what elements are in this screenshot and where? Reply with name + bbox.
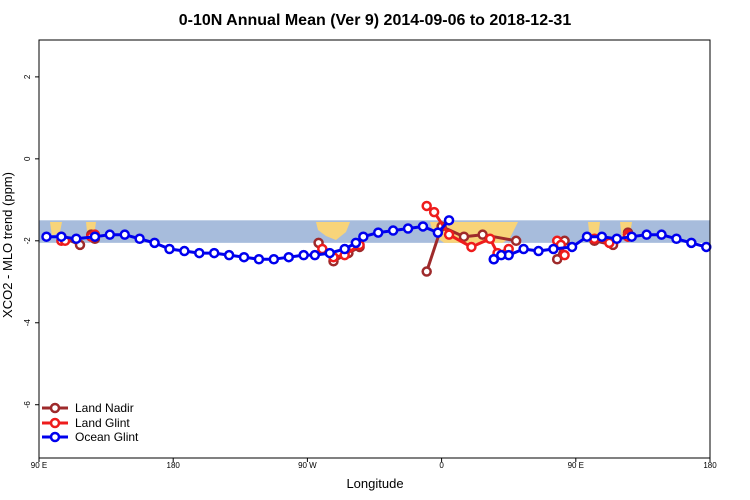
data-point-ocean-glint (89, 231, 101, 242)
data-point-land-nadir (551, 253, 563, 265)
data-point-ocean-glint (350, 237, 362, 249)
data-point-ocean-glint (432, 227, 444, 238)
legend-marker-land-glint (49, 417, 61, 429)
data-point-ocean-glint (238, 251, 250, 263)
data-point-ocean-glint (548, 243, 559, 255)
data-point-ocean-glint (387, 225, 399, 236)
y-axis-label: XCO2 - MLO trend (ppm) (0, 172, 15, 318)
data-point-land-nadir (477, 229, 488, 240)
data-point-ocean-glint (134, 233, 145, 245)
data-point-land-glint (559, 249, 570, 261)
data-point-ocean-glint (309, 249, 321, 261)
data-point-ocean-glint (372, 227, 384, 238)
data-point-ocean-glint (119, 229, 130, 240)
x-tick-label: 180 (167, 461, 181, 470)
data-point-ocean-glint (358, 231, 369, 242)
data-point-land-glint (421, 200, 432, 212)
plot-frame (38, 39, 711, 459)
data-point-ocean-glint (298, 249, 309, 261)
data-point-land-nadir (510, 235, 522, 247)
data-point-ocean-glint (339, 243, 350, 255)
legend-marker-land-nadir (49, 402, 61, 414)
legend-label-ocean-glint: Ocean Glint (75, 430, 139, 444)
data-point-ocean-glint (443, 215, 455, 226)
legend: Land Nadir Land Glint Ocean Glint (42, 401, 139, 444)
data-point-ocean-glint (149, 237, 160, 249)
data-point-ocean-glint (686, 237, 697, 249)
data-point-ocean-glint (208, 247, 220, 259)
data-point-land-glint (466, 241, 477, 253)
series-ocean-glint (41, 215, 712, 265)
data-point-ocean-glint (56, 231, 67, 242)
data-point-land-nadir (421, 266, 432, 277)
data-point-ocean-glint (223, 249, 235, 261)
data-point-ocean-glint (402, 223, 414, 234)
data-point-land-nadir (458, 231, 470, 242)
y-tick-label: 2 (23, 74, 32, 79)
legend-label-land-glint: Land Glint (75, 416, 130, 430)
data-point-ocean-glint (164, 243, 175, 255)
legend-item-ocean-glint: Ocean Glint (42, 430, 139, 444)
chart-title: 0-10N Annual Mean (Ver 9) 2014-09-06 to … (179, 12, 572, 29)
data-point-ocean-glint (581, 231, 593, 242)
x-tick-label: 180 (703, 461, 717, 470)
data-point-ocean-glint (566, 241, 578, 253)
data-point-ocean-glint (495, 249, 507, 261)
data-point-ocean-glint (104, 229, 116, 240)
y-tick-label: -4 (23, 319, 32, 327)
x-axis-label: Longitude (346, 476, 403, 491)
data-point-ocean-glint (611, 233, 623, 245)
data-point-ocean-glint (596, 231, 608, 242)
legend-marker-ocean-glint (49, 431, 61, 443)
legend-item-land-nadir: Land Nadir (42, 401, 134, 415)
data-point-ocean-glint (641, 229, 652, 240)
data-point-land-glint (428, 206, 440, 218)
data-point-ocean-glint (533, 245, 544, 257)
data-point-land-glint (484, 233, 496, 245)
data-point-ocean-glint (194, 247, 205, 259)
data-point-ocean-glint (671, 233, 682, 245)
x-tick-label: 90 E (31, 461, 47, 470)
data-point-ocean-glint (41, 231, 52, 242)
data-point-ocean-glint (283, 251, 295, 263)
data-point-ocean-glint (268, 253, 280, 265)
data-point-ocean-glint (324, 247, 336, 259)
data-point-ocean-glint (626, 231, 637, 242)
data-point-ocean-glint (656, 229, 667, 240)
data-point-ocean-glint (71, 233, 82, 245)
data-point-ocean-glint (179, 245, 190, 257)
data-point-ocean-glint (253, 253, 265, 265)
y-tick-label: 0 (23, 156, 32, 161)
data-point-ocean-glint (518, 243, 529, 255)
y-tick-label: -6 (23, 401, 32, 409)
data-point-ocean-glint (701, 241, 712, 253)
legend-label-land-nadir: Land Nadir (75, 401, 134, 415)
x-tick-label: 0 (439, 461, 444, 470)
y-tick-label: -2 (23, 237, 32, 245)
data-point-land-glint (443, 229, 455, 240)
data-point-ocean-glint (417, 221, 429, 232)
land-patch (316, 222, 350, 240)
data-point-ocean-glint (488, 253, 500, 265)
legend-item-land-glint: Land Glint (42, 416, 130, 430)
x-tick-label: 90 E (568, 461, 584, 470)
x-tick-label: 90 W (298, 461, 317, 470)
